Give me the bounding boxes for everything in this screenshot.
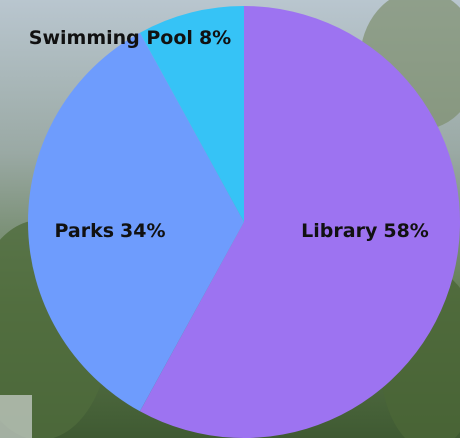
pie-slice — [27, 32, 244, 412]
slice-label: Library 58% — [301, 220, 429, 242]
slice-label-value: 34% — [120, 220, 165, 242]
slice-label: Swimming Pool 8% — [29, 27, 231, 49]
slice-label-value: 58% — [383, 220, 428, 242]
slice-label-name: Swimming Pool — [29, 27, 193, 49]
slice-label-value: 8% — [199, 27, 231, 49]
pie-slice — [139, 6, 244, 222]
background-object — [0, 395, 32, 438]
slice-label: Parks 34% — [54, 220, 165, 242]
slice-label-name: Parks — [54, 220, 114, 242]
slice-label-name: Library — [301, 220, 378, 242]
pie-slice — [139, 6, 460, 438]
